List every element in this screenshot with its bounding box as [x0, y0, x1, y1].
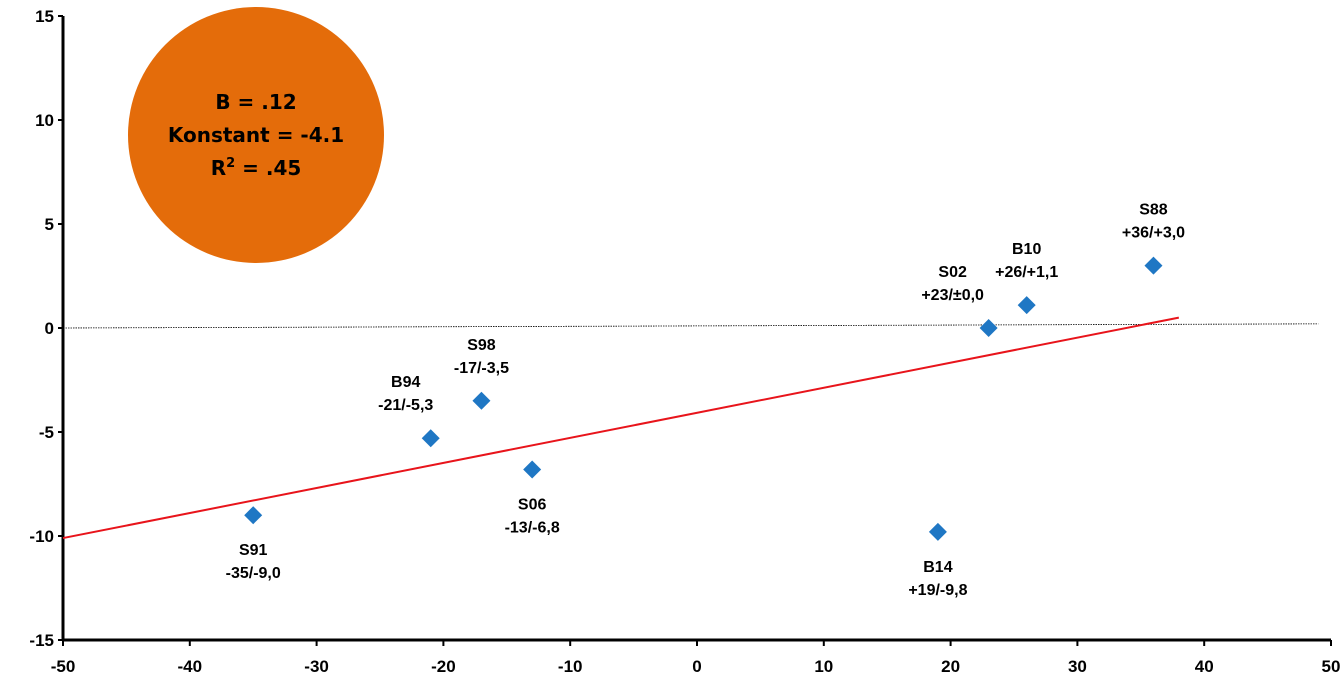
- y-tick-label: -10: [29, 527, 54, 546]
- point-name-label: B94: [391, 374, 420, 391]
- x-tick-label: 10: [814, 657, 833, 676]
- point-value-label: -21/-5,3: [378, 397, 433, 414]
- x-tick-label: -10: [558, 657, 583, 676]
- stats-annotation-circle: [128, 7, 384, 263]
- data-point-b94: [421, 429, 440, 448]
- x-tick-label: -30: [304, 657, 329, 676]
- stats-r2-text: R2 = .45: [211, 156, 302, 180]
- x-tick-label: 50: [1322, 657, 1341, 676]
- zero-reference-line: [62, 323, 1319, 329]
- y-tick-label: -15: [29, 631, 54, 650]
- point-value-label: -13/-6,8: [505, 519, 560, 536]
- point-name-label: B14: [923, 559, 952, 576]
- regression-line: [62, 316, 1180, 540]
- point-value-label: +26/+1,1: [995, 264, 1058, 281]
- point-value-label: -17/-3,5: [454, 360, 509, 377]
- point-name-label: S91: [239, 542, 268, 559]
- data-point-s88: [1144, 256, 1163, 275]
- stats-r2-prefix: R: [211, 156, 226, 180]
- point-name-label: B10: [1012, 241, 1041, 258]
- x-tick-label: 40: [1195, 657, 1214, 676]
- data-point-s98: [472, 391, 491, 410]
- stats-r2-sup: 2: [226, 156, 235, 171]
- data-point-s91: [244, 506, 263, 525]
- data-point-s06: [523, 460, 542, 479]
- point-name-label: S02: [938, 264, 967, 281]
- y-tick-label: 10: [35, 111, 54, 130]
- point-value-label: +23/±0,0: [921, 287, 984, 304]
- stats-konstant-text: Konstant = -4.1: [168, 123, 344, 147]
- point-value-label: -35/-9,0: [226, 565, 281, 582]
- x-tick-label: 30: [1068, 657, 1087, 676]
- y-tick-label: 0: [45, 319, 54, 338]
- x-tick-label: -20: [431, 657, 456, 676]
- stats-r2-value: = .45: [235, 156, 301, 180]
- point-name-label: S98: [467, 337, 496, 354]
- data-point-b14: [928, 522, 947, 541]
- x-tick-label: -40: [178, 657, 203, 676]
- y-tick-label: -5: [39, 423, 54, 442]
- point-value-label: +19/-9,8: [908, 582, 967, 599]
- y-tick-label: 15: [35, 7, 54, 26]
- x-tick-label: 0: [692, 657, 701, 676]
- point-name-label: S88: [1139, 202, 1168, 219]
- x-tick-label: 20: [941, 657, 960, 676]
- y-tick-label: 5: [45, 215, 54, 234]
- stats-b-text: B = .12: [215, 90, 296, 114]
- point-value-label: +36/+3,0: [1122, 225, 1185, 242]
- data-point-s02: [979, 319, 998, 337]
- x-tick-label: -50: [51, 657, 76, 676]
- data-point-b10: [1017, 296, 1036, 315]
- point-name-label: S06: [518, 496, 547, 513]
